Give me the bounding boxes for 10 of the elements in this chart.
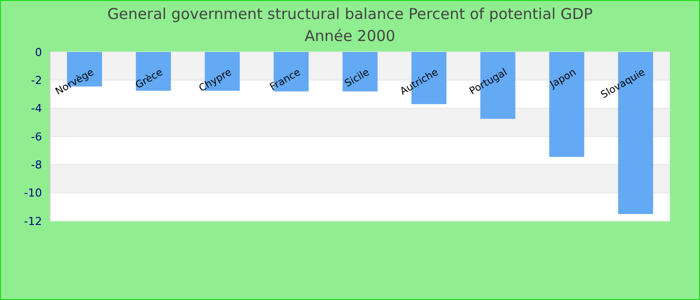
y-tick-label: -4 xyxy=(31,102,42,116)
chart-subtitle: Année 2000 xyxy=(304,27,396,45)
x-tick-label: Sicile xyxy=(343,67,372,90)
y-tick-label: -10 xyxy=(24,186,42,200)
chart-title: General government structural balance Percent of potential GDP xyxy=(106,5,594,23)
y-tick-label: -6 xyxy=(31,130,42,144)
y-tick-label: -12 xyxy=(24,214,42,228)
y-tick-label: -2 xyxy=(31,74,42,88)
y-tick-label: -8 xyxy=(31,158,42,172)
y-tick-label: 0 xyxy=(35,46,42,59)
